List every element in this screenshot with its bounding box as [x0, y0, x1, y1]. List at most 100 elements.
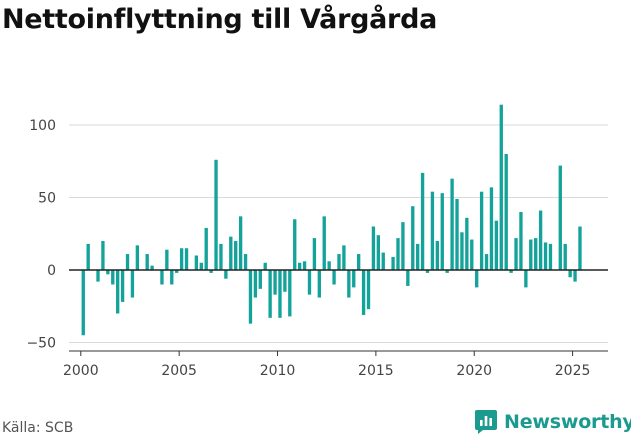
bar — [219, 243, 223, 270]
bar — [524, 270, 528, 288]
bar — [125, 254, 130, 270]
y-tick-label: 100 — [29, 118, 56, 134]
bar — [263, 262, 267, 270]
bar — [489, 187, 494, 270]
bar — [435, 241, 440, 270]
bar — [130, 270, 135, 298]
bar — [101, 241, 105, 270]
bar — [283, 270, 287, 292]
bar — [416, 243, 420, 270]
bar — [293, 219, 297, 270]
bar — [563, 243, 567, 270]
bar — [170, 270, 174, 285]
bar — [179, 248, 184, 270]
bar — [150, 265, 154, 270]
bar — [278, 270, 282, 318]
x-tick-label: 2005 — [161, 363, 197, 379]
bar — [199, 262, 203, 270]
x-tick-label: 2010 — [260, 363, 296, 379]
bar — [342, 245, 346, 270]
newsworthy-icon — [475, 410, 497, 434]
x-tick-label: 2025 — [555, 363, 591, 379]
bar — [229, 236, 233, 270]
bar — [568, 270, 572, 278]
bar — [376, 235, 380, 270]
bar — [327, 261, 331, 270]
x-tick-label: 2000 — [63, 363, 99, 379]
bar — [224, 270, 228, 279]
bar — [411, 206, 415, 270]
bar — [160, 270, 164, 285]
bar — [509, 270, 513, 273]
bar — [288, 270, 292, 317]
bar — [135, 245, 140, 270]
bar — [484, 254, 489, 270]
bar — [529, 239, 533, 270]
bar — [470, 239, 474, 270]
newsworthy-logo: Newsworthy — [474, 408, 631, 436]
bar — [366, 270, 371, 310]
x-tick-label: 2015 — [358, 363, 394, 379]
bar — [322, 216, 326, 270]
bar — [352, 270, 356, 288]
bar — [361, 270, 366, 315]
bar — [479, 191, 484, 270]
bar — [214, 159, 218, 270]
bar — [425, 270, 430, 273]
bar — [475, 270, 479, 288]
bar — [253, 270, 258, 298]
bar — [96, 270, 100, 282]
bar — [243, 254, 248, 270]
bar — [238, 216, 243, 270]
bar — [312, 238, 317, 270]
bar — [406, 270, 410, 286]
bar — [175, 270, 179, 273]
bar — [558, 165, 562, 270]
bar — [543, 242, 548, 270]
bar — [273, 270, 277, 295]
bar — [268, 270, 272, 318]
bar — [111, 270, 115, 285]
y-tick-label: 0 — [47, 263, 56, 279]
bar — [145, 254, 149, 270]
chart-title: Nettoinflyttning till Vårgårda — [2, 4, 438, 35]
source-label: Källa: SCB — [2, 420, 74, 436]
bar — [396, 238, 400, 270]
bar — [234, 241, 238, 270]
bar — [381, 252, 385, 270]
bar — [455, 198, 459, 270]
bar — [578, 226, 582, 270]
bar — [371, 226, 376, 270]
bar — [494, 220, 499, 270]
x-tick-label: 2020 — [456, 363, 492, 379]
bar — [86, 243, 90, 270]
bar — [120, 270, 125, 302]
bar — [106, 270, 110, 275]
bar — [430, 191, 435, 270]
bar — [204, 227, 208, 270]
bar — [450, 178, 454, 270]
bar — [248, 270, 253, 324]
bar — [401, 222, 405, 270]
bar — [534, 238, 538, 270]
bar — [538, 210, 543, 270]
bar — [297, 262, 302, 270]
bar — [440, 193, 444, 270]
bar — [573, 270, 577, 282]
bar — [302, 261, 307, 270]
bar — [356, 254, 361, 270]
bar — [465, 217, 469, 270]
bar — [116, 270, 120, 314]
bar — [209, 270, 213, 273]
bar — [548, 243, 553, 270]
bar — [514, 238, 518, 270]
bar — [165, 249, 169, 270]
bar — [307, 270, 312, 295]
brand-name: Newsworthy — [504, 411, 631, 433]
bar — [460, 232, 464, 270]
bar — [499, 104, 503, 270]
bar-chart: −50 0 50 100 2000 2005 2010 2015 2020 2025 — [26, 104, 608, 379]
bar — [519, 212, 523, 270]
bar — [317, 270, 321, 298]
bar — [332, 270, 336, 285]
